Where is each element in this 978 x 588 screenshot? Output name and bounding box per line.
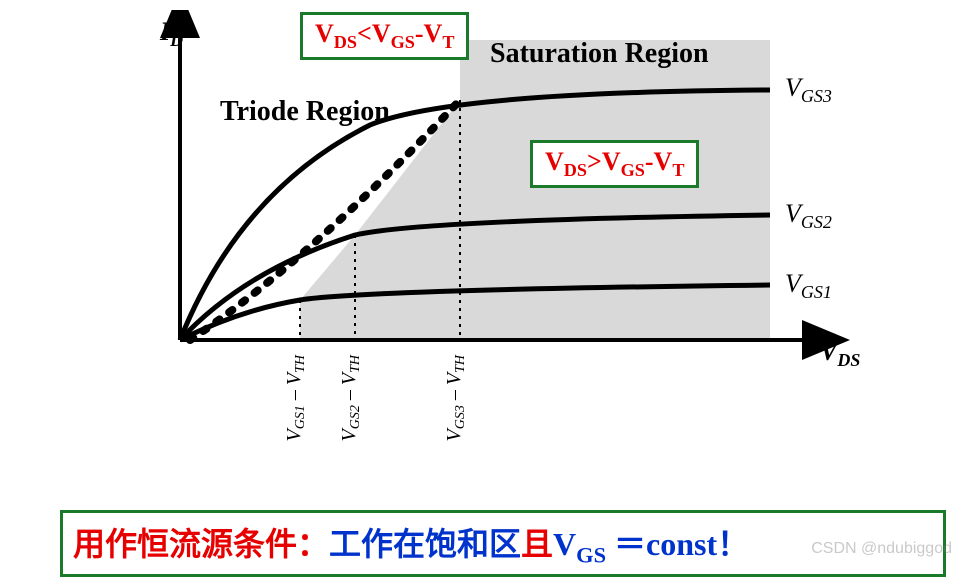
mosfet-iv-chart: ID VDS Triode Region Saturation Region V… (90, 10, 900, 480)
y-axis-label: ID (159, 17, 183, 50)
xtick-vgs1: VGS1 – VTH (283, 354, 308, 441)
triode-region-label: Triode Region (220, 96, 390, 127)
watermark: CSDN @ndubiggod (811, 540, 952, 558)
svg-text:VGS1 – VTH: VGS1 – VTH (283, 354, 308, 441)
svg-text:VGS2 – VTH: VGS2 – VTH (338, 354, 363, 441)
saturation-condition-box: VDS>VGS-VT (530, 140, 699, 188)
xtick-vgs3: VGS3 – VTH (443, 354, 468, 441)
curve-label-vgs3: VGS3 (785, 73, 832, 106)
saturation-region-label: Saturation Region (490, 38, 709, 69)
curve-label-vgs1: VGS1 (785, 269, 832, 302)
x-axis-label: VDS (820, 337, 860, 370)
xtick-vgs2: VGS2 – VTH (338, 354, 363, 441)
svg-text:VGS3 – VTH: VGS3 – VTH (443, 354, 468, 441)
curve-label-vgs2: VGS2 (785, 199, 832, 232)
chart-svg: ID VDS Triode Region Saturation Region V… (90, 10, 900, 480)
triode-condition-box: VDS<VGS-VT (300, 12, 469, 60)
